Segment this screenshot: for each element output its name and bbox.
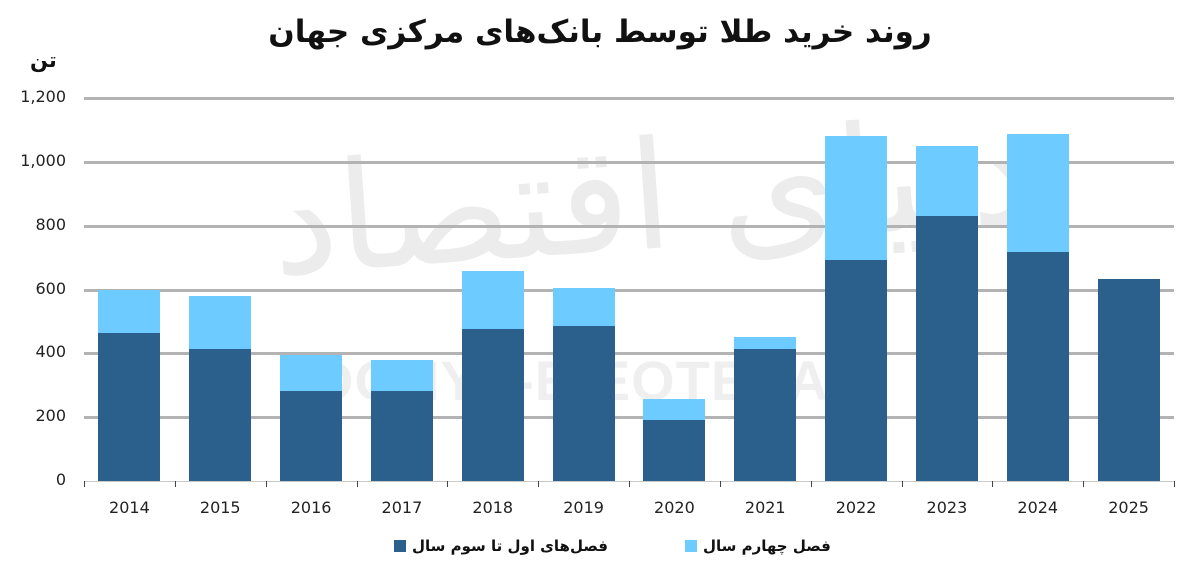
bar-segment-q1-q3 — [643, 420, 706, 481]
bar-2020 — [643, 398, 706, 481]
x-axis-tick — [447, 481, 449, 487]
bar-2021 — [734, 337, 797, 481]
y-axis-unit-label: تن — [30, 48, 57, 72]
x-tick-label: 2018 — [472, 498, 514, 517]
bar-2016 — [280, 354, 343, 481]
gridline — [84, 160, 1174, 164]
bar-segment-q4 — [461, 270, 524, 330]
bar-segment-q4 — [280, 354, 343, 391]
x-tick-label: 2014 — [109, 498, 150, 517]
y-tick-label: 0 — [55, 470, 66, 489]
bar-segment-q4 — [734, 337, 797, 349]
x-tick-label: 2019 — [563, 498, 604, 517]
x-tick-label: 2016 — [290, 498, 332, 517]
x-axis-tick — [992, 481, 994, 487]
y-tick-label: 1,000 — [20, 150, 66, 170]
bar-2019 — [552, 287, 615, 481]
gridline — [84, 224, 1174, 228]
legend-item-q1-q3: فصل‌های اول تا سوم سال — [394, 537, 608, 555]
legend-item-q4: فصل چهارم سال — [685, 537, 831, 555]
legend-swatch-dark-icon — [394, 540, 406, 552]
x-axis-tick — [810, 481, 812, 487]
legend-label-q4: فصل چهارم سال — [703, 537, 831, 555]
bar-segment-q1-q3 — [280, 390, 343, 481]
x-tick-label: 2025 — [1108, 498, 1149, 517]
x-tick-label: 2021 — [744, 498, 786, 517]
bar-segment-q1-q3 — [1006, 251, 1069, 481]
x-axis-tick — [629, 481, 630, 487]
bar-segment-q1-q3 — [461, 329, 524, 481]
legend-label-q1-q3: فصل‌های اول تا سوم سال — [412, 537, 608, 555]
bar-segment-q4 — [1006, 133, 1069, 252]
bar-2023 — [915, 145, 978, 481]
y-tick-label: 400 — [35, 342, 66, 362]
legend-swatch-light-icon — [685, 540, 697, 552]
gridline — [84, 352, 1174, 356]
x-tick-label: 2015 — [199, 498, 241, 517]
bar-segment-q1-q3 — [1097, 278, 1160, 481]
bar-segment-q4 — [189, 295, 252, 349]
bar-segment-q1-q3 — [189, 348, 252, 481]
x-tick-label: 2023 — [926, 498, 968, 517]
bar-2018 — [461, 270, 524, 481]
bar-2025 — [1097, 278, 1160, 481]
bar-2022 — [825, 135, 888, 481]
bar-segment-q4 — [915, 145, 978, 216]
gridline — [84, 416, 1174, 420]
bar-segment-q1-q3 — [370, 390, 433, 481]
x-axis-tick — [265, 481, 267, 487]
bar-segment-q4 — [98, 289, 161, 333]
x-axis-tick — [901, 481, 903, 487]
bar-segment-q4 — [825, 135, 888, 260]
y-tick-label: 800 — [35, 214, 66, 234]
gridline — [84, 288, 1174, 292]
y-tick-label: 600 — [35, 278, 66, 298]
bar-2015 — [189, 295, 252, 481]
x-tick-label: 2020 — [654, 498, 695, 517]
y-tick-label: 1,200 — [20, 87, 66, 106]
bar-segment-q4 — [370, 360, 433, 391]
bar-segment-q1-q3 — [552, 325, 615, 481]
x-axis-tick — [719, 481, 721, 487]
chart-title: روند خرید طلا توسط بانک‌های مرکزی جهان — [268, 14, 932, 50]
bar-segment-q4 — [643, 398, 706, 421]
bar-segment-q4 — [552, 287, 615, 326]
x-tick-label: 2022 — [835, 498, 877, 517]
x-tick-label: 2024 — [1017, 498, 1059, 517]
bar-2017 — [370, 360, 433, 481]
x-axis-tick — [1083, 481, 1085, 487]
bar-2014 — [98, 289, 161, 481]
bar-segment-q1-q3 — [98, 332, 161, 481]
gridline — [84, 97, 1174, 100]
y-tick-label: 200 — [35, 406, 66, 426]
x-axis-tick — [1174, 481, 1175, 487]
bar-segment-q1-q3 — [825, 259, 888, 481]
x-axis-tick — [174, 481, 176, 487]
x-axis-tick — [538, 481, 540, 487]
bar-segment-q1-q3 — [734, 348, 797, 481]
x-axis-tick — [356, 481, 358, 487]
x-axis-tick — [84, 481, 85, 487]
bar-segment-q1-q3 — [915, 215, 978, 481]
x-tick-label: 2017 — [381, 498, 423, 517]
bar-2024 — [1006, 133, 1069, 481]
